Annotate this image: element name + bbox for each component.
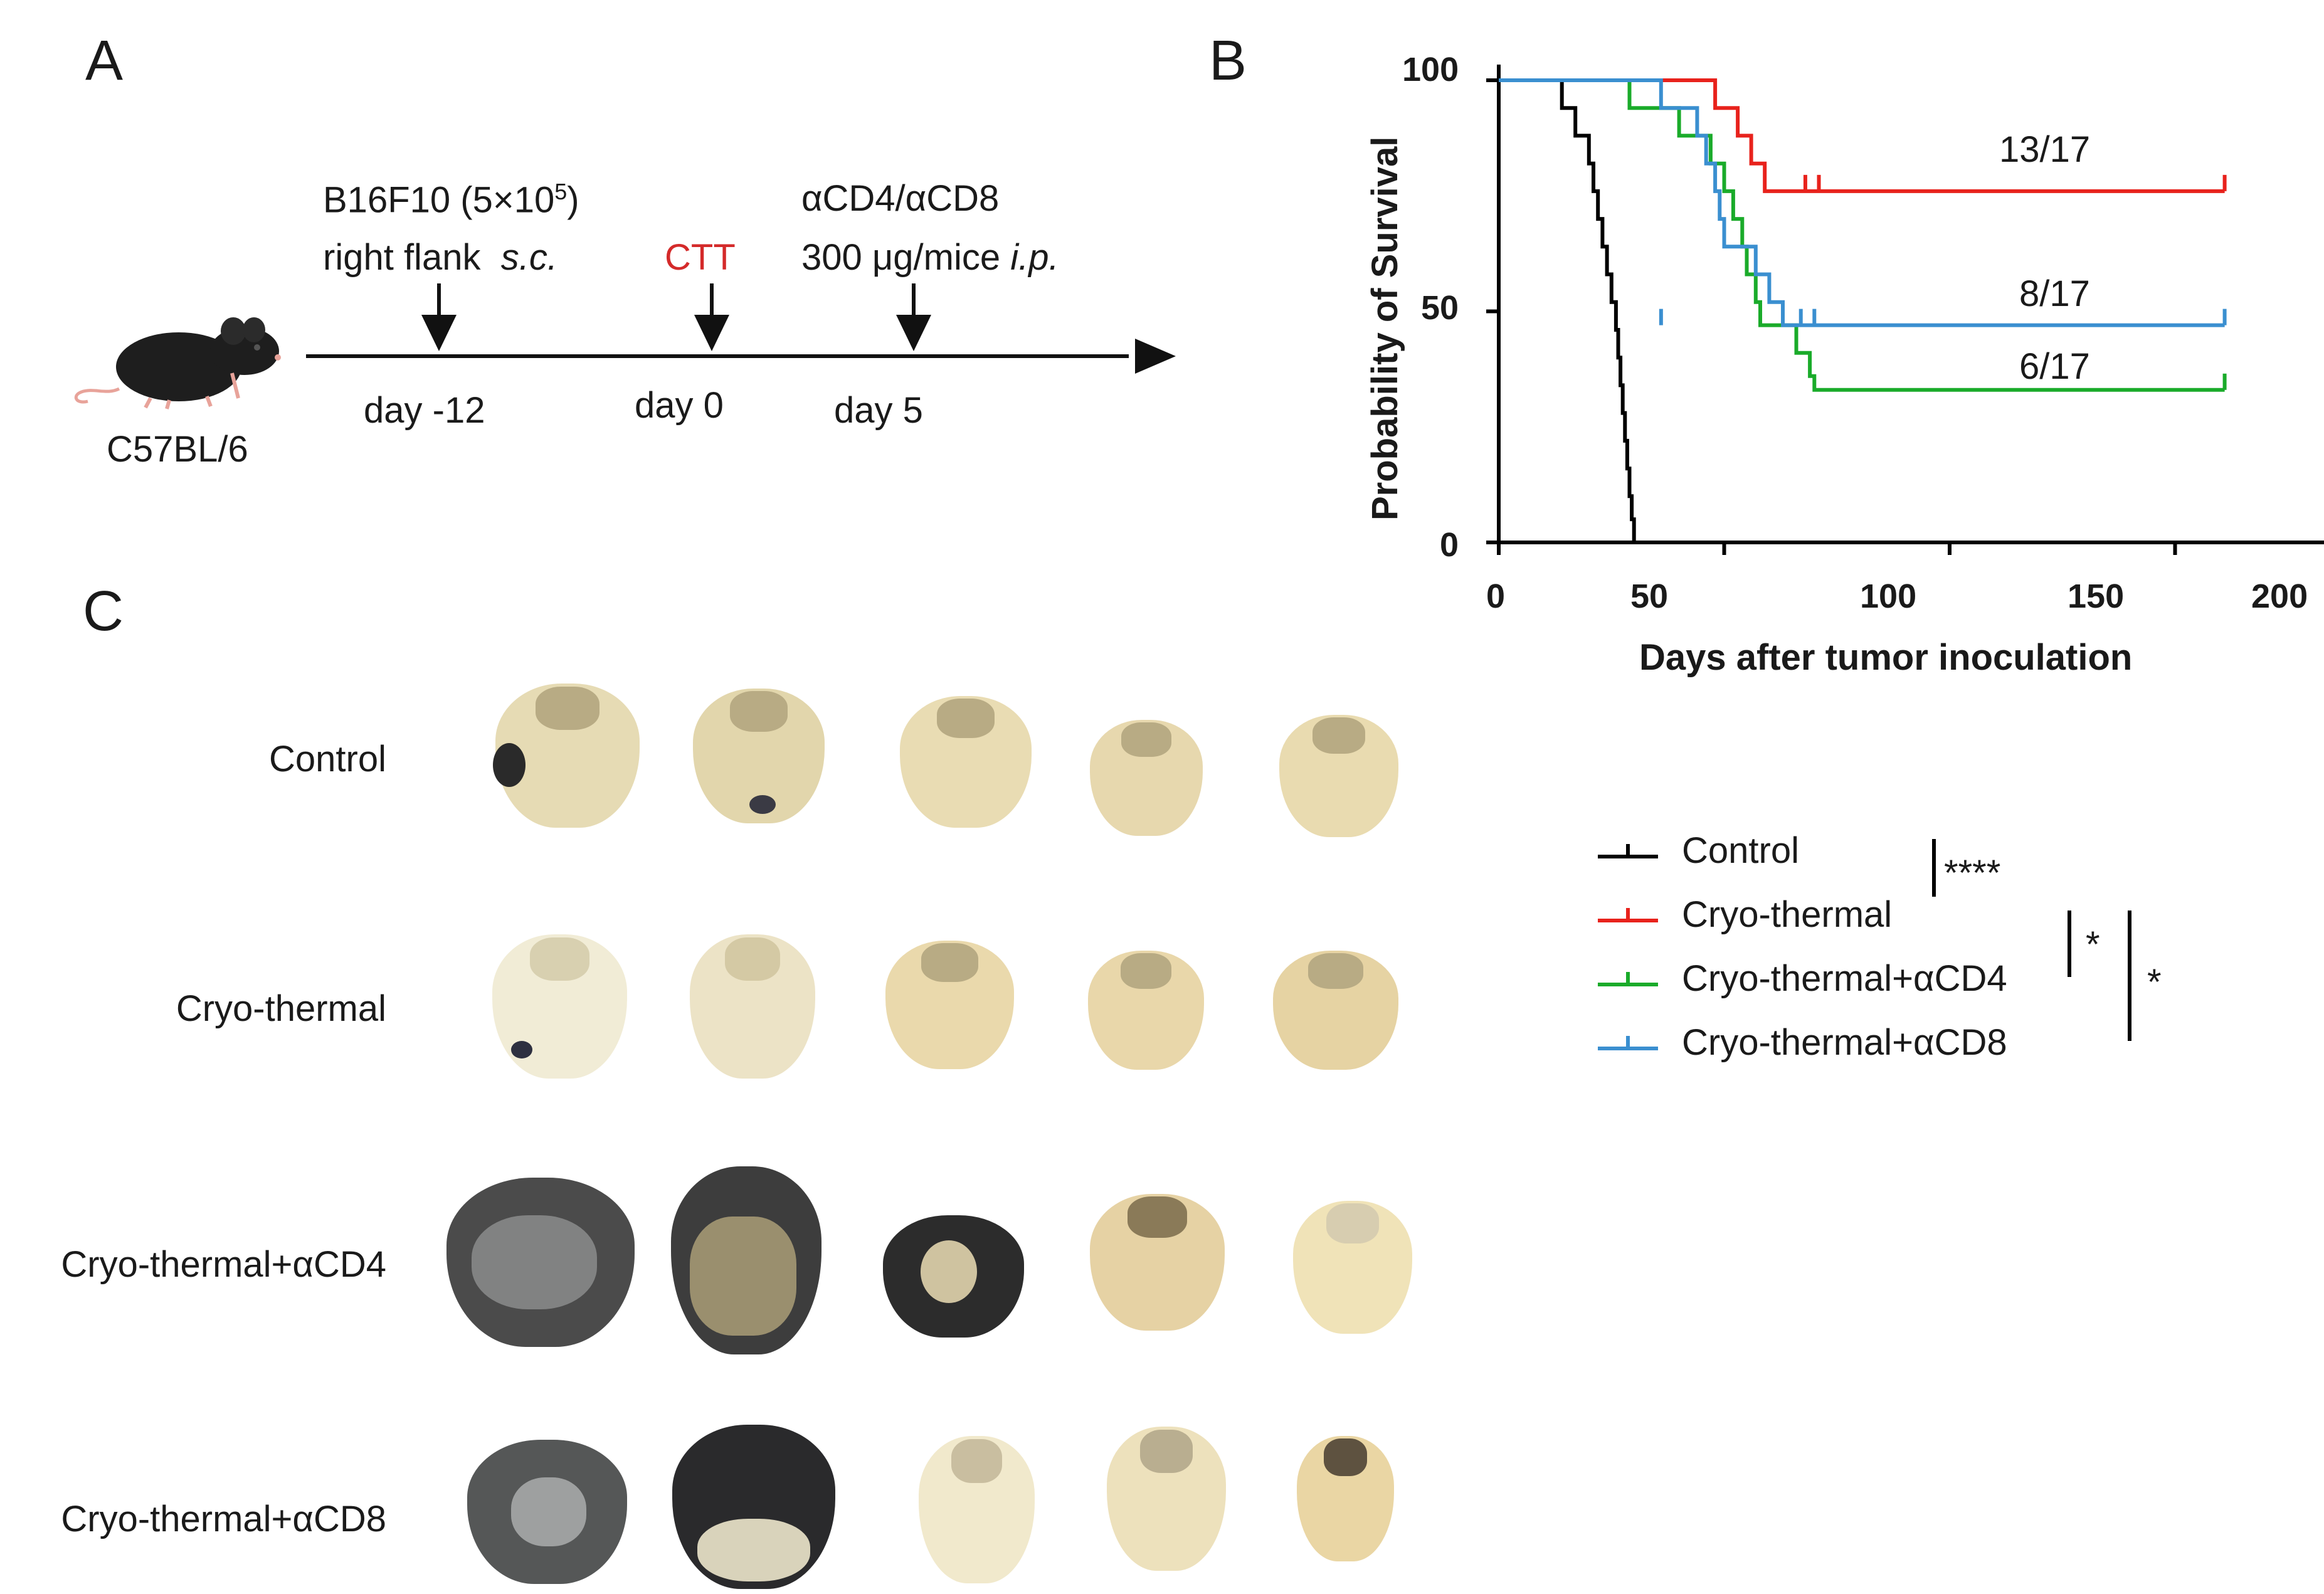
row-label-cryo-thermal-acd8: Cryo-thermal+αCD8: [61, 1499, 386, 1539]
significance-control-vs-cryo: ****: [1944, 853, 2001, 894]
lung-photo: [446, 1178, 635, 1347]
legend-swatch-cryo-thermal-acd8: [1598, 1036, 1658, 1050]
y-axis-title: Probability of Survival: [1365, 136, 1405, 520]
timeline-axis: [306, 339, 1176, 374]
x-tick-100: 100: [1860, 578, 1917, 615]
step3-line2: 300 μg/mice i.p.: [801, 237, 1059, 278]
lung-photo: [1088, 951, 1204, 1070]
row-label-control: Control: [269, 739, 386, 779]
lung-photo: [493, 684, 640, 828]
lung-photo: [900, 696, 1032, 828]
lung-photo: [885, 941, 1014, 1069]
lung-photo: [1090, 1194, 1225, 1331]
legend-label-cryo-thermal-acd4: Cryo-thermal+αCD4: [1682, 958, 2007, 999]
day-5-label: day 5: [834, 390, 923, 431]
x-axis-title: Days after tumor inoculation: [1639, 637, 2133, 678]
arrow-day-minus-12: [421, 283, 457, 351]
lung-photo: [1279, 715, 1398, 837]
significance-cryo-vs-acd8: *: [2147, 962, 2162, 1003]
y-tick-100: 100: [1402, 51, 1459, 88]
significance-cryo-vs-acd4: *: [2086, 924, 2100, 965]
x-tick-0: 0: [1486, 578, 1506, 615]
lung-photo: [1273, 951, 1398, 1070]
row-label-cryo-thermal: Cryo-thermal: [176, 988, 386, 1029]
panel-label-b: B: [1209, 29, 1247, 92]
lung-photo: [671, 1166, 821, 1354]
lung-photo: [693, 689, 825, 823]
x-tick-200: 200: [2251, 578, 2308, 615]
lung-photo: [467, 1440, 627, 1584]
survival-curve-2: [1499, 78, 2225, 392]
lung-photo: [690, 934, 815, 1079]
lung-photo: [883, 1215, 1024, 1338]
survival-curve-1: [1499, 78, 2225, 193]
legend-swatch-cryo-thermal-acd4: [1598, 972, 1658, 986]
y-tick-50: 50: [1421, 289, 1459, 327]
fraction-cryo-thermal-acd4: 6/17: [2019, 346, 2090, 387]
panel-label-c: C: [83, 580, 124, 643]
survival-curve-0: [1499, 78, 1636, 542]
legend-label-cryo-thermal: Cryo-thermal: [1682, 894, 1893, 935]
lung-photo: [492, 934, 627, 1079]
lung-photo: [1090, 720, 1203, 836]
significance-brackets: [1932, 839, 2131, 1041]
mouse-illustration: [74, 317, 281, 409]
lung-photo: [1293, 1201, 1412, 1334]
x-tick-150: 150: [2068, 578, 2125, 615]
x-tick-50: 50: [1630, 578, 1669, 615]
legend-swatch-cryo-thermal: [1598, 908, 1658, 922]
day-minus-12-label: day -12: [364, 390, 485, 431]
lung-photo: [1107, 1427, 1226, 1571]
legend-label-control: Control: [1682, 830, 1799, 871]
legend-label-cryo-thermal-acd8: Cryo-thermal+αCD8: [1682, 1022, 2007, 1063]
survival-curve-3: [1499, 78, 2225, 327]
survival-chart: [1486, 65, 2324, 555]
fraction-cryo-thermal-acd8: 8/17: [2019, 273, 2090, 314]
legend-swatch-control: [1598, 844, 1658, 858]
day-0-label: day 0: [635, 385, 724, 426]
lung-photo: [1297, 1436, 1394, 1561]
arrow-day-0: [694, 283, 729, 351]
arrow-day-5: [896, 283, 931, 351]
row-label-cryo-thermal-acd4: Cryo-thermal+αCD4: [61, 1244, 386, 1285]
ctt-label: CTT: [665, 237, 736, 278]
lung-photo: [672, 1425, 835, 1589]
mouse-strain-label: C57BL/6: [107, 429, 248, 470]
step1-line1: B16F10 (5×105): [323, 179, 579, 221]
y-tick-0: 0: [1440, 526, 1459, 564]
step3-line1: αCD4/αCD8: [801, 178, 1000, 219]
fraction-cryo-thermal: 13/17: [1999, 129, 2091, 170]
panel-label-a: A: [85, 29, 124, 92]
step1-line2: right flank s.c.: [323, 237, 557, 278]
lung-photo: [919, 1436, 1035, 1583]
